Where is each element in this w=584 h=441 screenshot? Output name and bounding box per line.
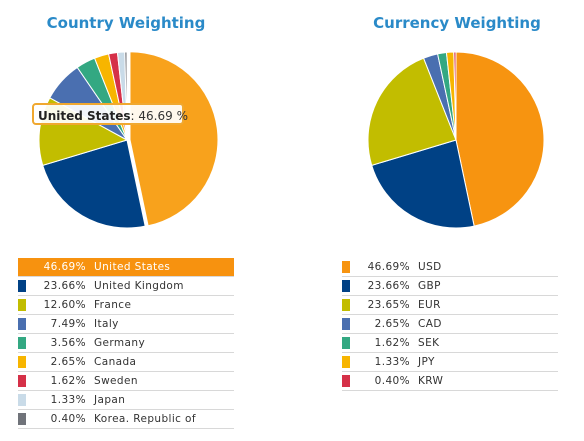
- legend-swatch: [18, 280, 26, 292]
- legend-swatch: [18, 337, 26, 349]
- legend-label: Sweden: [94, 375, 138, 387]
- legend-percent: 2.65%: [374, 318, 410, 330]
- currency-legend-table: 46.69% USD 23.66% GBP 23.65% EUR 2.65% CAD 1.62%…: [342, 258, 558, 391]
- chart-title: Country Weighting: [46, 14, 206, 32]
- legend-row[interactable]: 2.65% CAD: [342, 315, 558, 334]
- legend-percent: 1.33%: [374, 356, 410, 368]
- legend-swatch: [342, 337, 350, 349]
- legend-row[interactable]: 1.33% Japan: [18, 391, 234, 410]
- legend-swatch: [18, 394, 26, 406]
- currency-pie-chart[interactable]: [330, 40, 584, 240]
- legend-swatch: [342, 299, 350, 311]
- tooltip-value: 46.69 %: [138, 109, 188, 123]
- legend-percent: 46.69%: [43, 261, 86, 273]
- legend-swatch: [18, 356, 26, 368]
- legend-label: EUR: [418, 299, 441, 311]
- legend-swatch: [18, 318, 26, 330]
- legend-percent: 23.66%: [367, 280, 410, 292]
- legend-swatch: [342, 318, 350, 330]
- legend-percent: 0.40%: [50, 413, 86, 425]
- legend-label: USD: [418, 261, 442, 273]
- legend-label: Korea. Republic of: [94, 413, 196, 425]
- legend-label: Japan: [94, 394, 126, 406]
- legend-label: SEK: [418, 337, 440, 349]
- legend-swatch: [18, 413, 26, 425]
- legend-percent: 1.62%: [50, 375, 86, 387]
- legend-percent: 0.40%: [374, 375, 410, 387]
- chart-title: Currency Weighting: [373, 14, 541, 32]
- legend-row[interactable]: 12.60% France: [18, 296, 234, 315]
- legend-row[interactable]: 23.66% GBP: [342, 277, 558, 296]
- legend-swatch: [342, 356, 350, 368]
- legend-label: KRW: [418, 375, 444, 387]
- legend-label: United States: [94, 261, 171, 273]
- legend-row[interactable]: 1.33% JPY: [342, 353, 558, 372]
- legend-label: Germany: [94, 337, 146, 349]
- legend-row[interactable]: 23.65% EUR: [342, 296, 558, 315]
- legend-row[interactable]: 46.69% USD: [342, 258, 558, 277]
- legend-swatch: [18, 375, 26, 387]
- legend-row[interactable]: 0.40% Korea. Republic of: [18, 410, 234, 429]
- legend-row[interactable]: 0.40% KRW: [342, 372, 558, 391]
- legend-row[interactable]: 46.69% United States: [18, 258, 234, 277]
- legend-percent: 2.65%: [50, 356, 86, 368]
- legend-percent: 23.66%: [43, 280, 86, 292]
- legend-percent: 1.62%: [374, 337, 410, 349]
- legend-row[interactable]: 1.62% SEK: [342, 334, 558, 353]
- legend-swatch: [342, 261, 350, 273]
- legend-row[interactable]: 3.56% Germany: [18, 334, 234, 353]
- tooltip-label: United States: [38, 109, 131, 123]
- legend-label: Canada: [94, 356, 137, 368]
- legend-percent: 7.49%: [50, 318, 86, 330]
- legend-label: Italy: [94, 318, 119, 330]
- legend-label: United Kingdom: [94, 280, 184, 292]
- legend-percent: 3.56%: [50, 337, 86, 349]
- country-legend-table: 46.69% United States 23.66% United Kingdom 1…: [18, 258, 234, 429]
- legend-label: France: [94, 299, 132, 311]
- legend-row[interactable]: 2.65% Canada: [18, 353, 234, 372]
- pie-slice-krw[interactable]: [453, 51, 457, 141]
- pie-slice-united-states[interactable]: [129, 51, 219, 227]
- legend-row[interactable]: 7.49% Italy: [18, 315, 234, 334]
- legend-label: JPY: [418, 356, 435, 368]
- legend-percent: 46.69%: [367, 261, 410, 273]
- legend-label: GBP: [418, 280, 441, 292]
- legend-percent: 12.60%: [43, 299, 86, 311]
- legend-swatch: [18, 261, 26, 273]
- legend-percent: 23.65%: [367, 299, 410, 311]
- legend-swatch: [342, 280, 350, 292]
- pie-slice-usd[interactable]: [455, 51, 545, 227]
- legend-swatch: [342, 375, 350, 387]
- legend-label: CAD: [418, 318, 442, 330]
- pie-tooltip: United States: 46.69 %: [32, 103, 188, 125]
- legend-row[interactable]: 1.62% Sweden: [18, 372, 234, 391]
- country-pie-chart[interactable]: [0, 40, 252, 240]
- pie-slice-gbp[interactable]: [371, 139, 475, 229]
- legend-row[interactable]: 23.66% United Kingdom: [18, 277, 234, 296]
- legend-percent: 1.33%: [50, 394, 86, 406]
- pie-slice-united-kingdom[interactable]: [42, 139, 146, 229]
- legend-swatch: [18, 299, 26, 311]
